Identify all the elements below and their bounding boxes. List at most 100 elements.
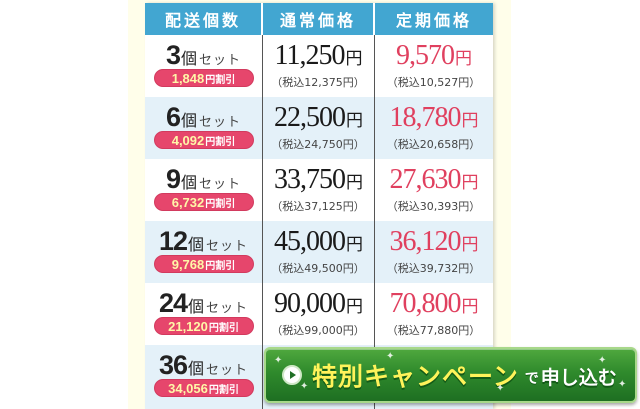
normal-price-cell: 33,750円 （税込37,125円）	[262, 159, 374, 221]
set-count: 36	[158, 350, 188, 380]
normal-price-tax: （税込12,375円）	[271, 76, 365, 89]
ko-unit: 個	[188, 359, 205, 378]
discount-badge: 6,732 円割引	[153, 193, 254, 211]
header-normal-price: 通常価格	[263, 3, 373, 35]
set-cell: 9 個セット 6,732 円割引	[145, 159, 262, 221]
yen-unit: 円	[461, 235, 479, 254]
discount-suffix: 円割引	[208, 384, 239, 396]
discount-amount: 4,092	[171, 132, 205, 148]
table-row: 9 個セット 6,732 円割引 33,750円 （税込37,125円） 27,63…	[145, 159, 493, 221]
play-icon	[282, 365, 302, 385]
subscription-price: 9,570	[396, 40, 455, 71]
table-row: 3 個セット 1,848 円割引 11,250円 （税込12,375円） 9,570…	[145, 35, 493, 97]
subscription-price: 70,800	[389, 288, 462, 319]
normal-price-cell: 45,000円 （税込49,500円）	[262, 221, 374, 283]
set-label: セット	[206, 301, 249, 316]
subscription-price-cell: 9,570円 （税込10,527円）	[374, 35, 493, 97]
normal-price-cell: 22,500円 （税込24,750円）	[262, 97, 374, 159]
ko-unit: 個	[181, 111, 198, 130]
set-label: セット	[199, 115, 242, 130]
header-delivery-count: 配送個数	[145, 3, 261, 35]
yen-unit: 円	[346, 173, 363, 192]
yen-unit: 円	[461, 297, 479, 316]
set-cell: 6 個セット 4,092 円割引	[145, 97, 262, 159]
header-subscription-price: 定期価格	[375, 3, 493, 35]
set-count: 3	[165, 40, 181, 70]
discount-badge: 4,092 円割引	[153, 131, 254, 149]
ko-unit: 個	[188, 297, 205, 316]
set-label: セット	[206, 239, 249, 254]
subscription-price: 36,120	[389, 226, 462, 257]
subscription-price-tax: （税込10,527円）	[386, 76, 481, 89]
subscription-price-cell: 18,780円 （税込20,658円）	[374, 97, 493, 159]
table-row: 12 個セット 9,768 円割引 45,000円 （税込49,500円） 36,1…	[145, 221, 493, 283]
normal-price: 33,750	[274, 164, 346, 195]
normal-price-tax: （税込49,500円）	[271, 262, 365, 275]
discount-amount: 9,768	[171, 256, 205, 272]
subscription-price: 27,630	[389, 164, 462, 195]
discount-amount: 6,732	[171, 194, 205, 210]
discount-badge: 21,120 円割引	[153, 317, 254, 335]
normal-price: 90,000	[274, 288, 346, 319]
discount-badge: 9,768 円割引	[153, 255, 254, 273]
discount-badge: 1,848 円割引	[153, 69, 254, 87]
discount-suffix: 円割引	[205, 260, 236, 272]
subscription-price: 18,780	[389, 102, 462, 133]
cta-main-label: 特別キャンペーン	[312, 362, 519, 391]
subscription-price-tax: （税込39,732円）	[386, 262, 481, 275]
yen-unit: 円	[346, 235, 363, 254]
yen-unit: 円	[455, 49, 472, 68]
table-row: 6 個セット 4,092 円割引 22,500円 （税込24,750円） 18,78…	[145, 97, 493, 159]
discount-suffix: 円割引	[205, 74, 236, 86]
ko-unit: 個	[181, 173, 198, 192]
normal-price-tax: （税込99,000円）	[271, 324, 365, 337]
set-count: 9	[165, 164, 181, 194]
normal-price-tax: （税込24,750円）	[271, 138, 365, 151]
normal-price: 11,250	[274, 40, 346, 71]
yen-unit: 円	[346, 297, 363, 316]
discount-badge: 34,056 円割引	[153, 379, 254, 397]
table-row: 24 個セット 21,120 円割引 90,000円 （税込99,000円） 70,…	[145, 283, 493, 345]
column-divider	[262, 35, 263, 409]
normal-price: 22,500	[274, 102, 346, 133]
normal-price-tax: （税込37,125円）	[271, 200, 365, 213]
cta-tail-label: 申し込む	[540, 367, 617, 389]
ko-unit: 個	[188, 235, 205, 254]
yen-unit: 円	[461, 173, 479, 192]
normal-price-cell: 11,250円 （税込12,375円）	[262, 35, 374, 97]
subscription-price-cell: 27,630円 （税込30,393円）	[374, 159, 493, 221]
sparkle-icon: ✦	[300, 381, 309, 392]
sparkle-icon: ✦	[274, 355, 283, 366]
set-cell: 24 個セット 21,120 円割引	[145, 283, 262, 345]
normal-price: 45,000	[274, 226, 346, 257]
cta-particle: で	[524, 371, 539, 387]
discount-amount: 34,056	[168, 380, 208, 396]
set-label: セット	[199, 177, 242, 192]
set-count: 6	[165, 102, 181, 132]
set-cell: 12 個セット 9,768 円割引	[145, 221, 262, 283]
subscription-price-cell: 70,800円 （税込77,880円）	[374, 283, 493, 345]
set-cell: 3 個セット 1,848 円割引	[145, 35, 262, 97]
set-label: セット	[199, 53, 242, 68]
set-cell: 36 個セット 34,056 円割引	[145, 345, 262, 407]
sparkle-icon: ✦	[618, 379, 627, 390]
subscription-price-cell: 36,120円 （税込39,732円）	[374, 221, 493, 283]
discount-suffix: 円割引	[205, 198, 236, 210]
ko-unit: 個	[181, 49, 198, 68]
discount-amount: 21,120	[168, 318, 208, 334]
subscription-price-tax: （税込30,393円）	[386, 200, 481, 213]
discount-amount: 1,848	[171, 70, 205, 86]
campaign-apply-button[interactable]: 特別キャンペーン で 申し込む ✦ ✦ ✦ ✦ ✦ ✦	[264, 347, 637, 403]
set-label: セット	[206, 363, 249, 378]
set-count: 24	[158, 288, 188, 318]
discount-suffix: 円割引	[205, 136, 236, 148]
column-divider	[374, 35, 375, 409]
yen-unit: 円	[345, 49, 362, 68]
discount-suffix: 円割引	[208, 322, 239, 334]
normal-price-cell: 90,000円 （税込99,000円）	[262, 283, 374, 345]
subscription-price-tax: （税込20,658円）	[386, 138, 481, 151]
yen-unit: 円	[346, 111, 363, 130]
subscription-price-tax: （税込77,880円）	[386, 324, 481, 337]
set-count: 12	[158, 226, 188, 256]
yen-unit: 円	[461, 111, 479, 130]
